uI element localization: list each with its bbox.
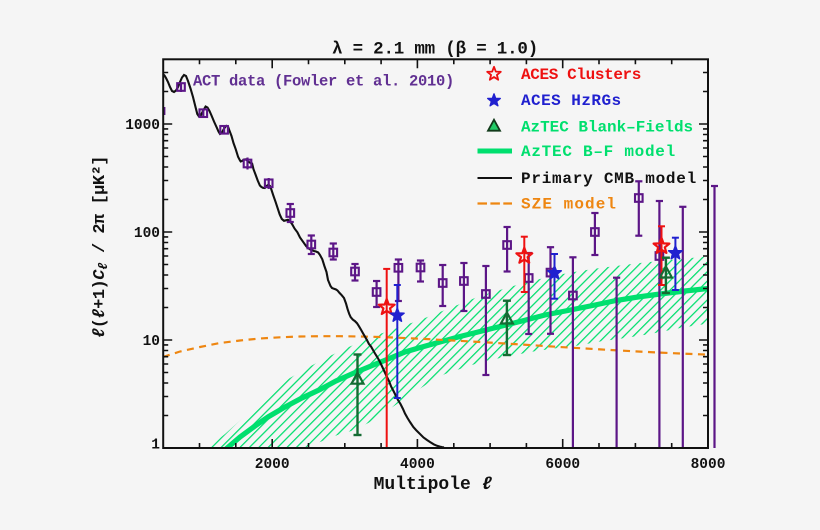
svg-text:10: 10 [143,334,160,350]
svg-text:Primary CMB model: Primary CMB model [521,170,697,188]
svg-text:100: 100 [134,226,160,242]
svg-text:8000: 8000 [691,457,726,473]
svg-text:ACES Clusters: ACES Clusters [521,66,641,84]
svg-text:1000: 1000 [125,118,160,134]
svg-text:4000: 4000 [400,457,435,473]
svg-text:SZE model: SZE model [521,196,617,214]
svg-text:AzTEC Blank–Fields: AzTEC Blank–Fields [521,119,693,137]
svg-text:ℓ(ℓ+1)Cℓ / 2π [μK²]: ℓ(ℓ+1)Cℓ / 2π [μK²] [91,156,111,338]
svg-text:2000: 2000 [255,457,290,473]
svg-text:Multipole ℓ: Multipole ℓ [374,475,493,495]
svg-text:6000: 6000 [545,457,580,473]
svg-text:AzTEC B–F model: AzTEC B–F model [521,143,676,161]
svg-text:ACT data (Fowler et al. 2010): ACT data (Fowler et al. 2010) [193,73,454,91]
svg-text:1: 1 [151,437,160,453]
svg-text:ACES HzRGs: ACES HzRGs [521,92,622,110]
svg-text:λ = 2.1 mm (β = 1.0): λ = 2.1 mm (β = 1.0) [332,40,538,60]
